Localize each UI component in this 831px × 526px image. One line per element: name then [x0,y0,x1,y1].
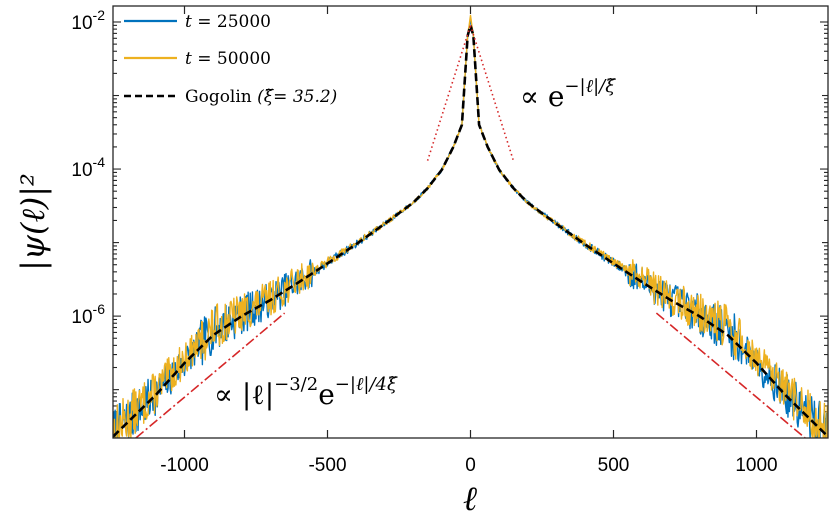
x-tick-label-1: -500 [308,455,346,476]
plot-frame [112,5,829,439]
annotation-exponential: ∝ e−|ℓ|/ξ̃ [520,76,616,113]
x-axis-label: ℓ [463,479,477,519]
reference-line-power-exponential-left [135,312,286,438]
reference-line-exponential-left [426,25,472,161]
tick-marks [113,6,828,438]
series-line-1 [113,14,828,438]
x-tick-label-4: 1000 [735,455,777,476]
plot-area [113,14,828,438]
y-tick-labels: 10-2 10-4 10-6 [71,7,105,328]
x-tick-labels: -1000 -500 0 500 1000 [160,455,777,476]
legend-label-t-25000: t = 25000 [185,12,271,32]
y-tick-label-0: 10-2 [71,7,105,34]
reference-line-power-exponential-right [655,312,806,438]
series-line-gogolin [113,20,828,438]
legend-label-gogolin: Gogolin (ξ̃= 35.2) [185,87,337,107]
legend: t = 25000 t = 50000 Gogolin (ξ̃= 35.2) [124,12,337,107]
reference-line-exponential-right [469,25,515,161]
legend-label-t-50000: t = 50000 [185,49,271,69]
annotation-power-exponential: ∝ |ℓ|−3/2e−|ℓ|/4ξ̃ [214,374,398,411]
x-tick-label-2: 0 [465,455,476,476]
y-tick-label-2: 10-6 [71,301,105,328]
y-tick-label-1: 10-4 [71,154,105,181]
x-tick-label-0: -1000 [160,455,209,476]
x-tick-label-3: 500 [598,455,630,476]
y-axis-label: |ψ(ℓ)|² [14,173,52,271]
